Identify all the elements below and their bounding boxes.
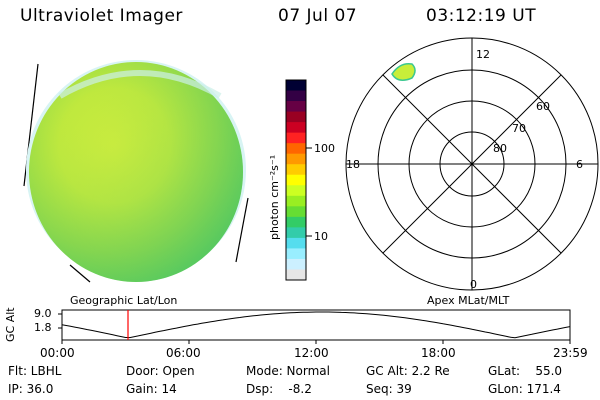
colorbar-cell	[286, 237, 306, 249]
colorbar-cell	[286, 258, 306, 270]
colorbar-cell	[286, 227, 306, 239]
glat-readout: GLat: 55.0	[488, 364, 563, 378]
altitude-xtick-label-3: 18:00	[421, 346, 456, 360]
colorbar-cell	[286, 143, 306, 155]
ip-readout: IP: 36.0	[8, 382, 54, 396]
colorbar-cell	[286, 80, 306, 92]
polar-aurora-blob	[391, 62, 416, 81]
colorbar-frame	[285, 79, 307, 281]
altitude-xtick-label-1: 06:00	[166, 346, 201, 360]
colorbar-label-100: 100	[314, 142, 335, 155]
mlat-label-80: 80	[493, 142, 507, 155]
gc-alt-readout: GC Alt: 2.2 Re	[366, 364, 450, 378]
mlt-label-0: 0	[470, 278, 477, 291]
colorbar-cell	[286, 248, 306, 260]
instrument-title: Ultraviolet Imager	[20, 6, 183, 26]
uv-image	[23, 60, 249, 283]
polar-grid	[345, 37, 599, 291]
colorbar-cell	[286, 111, 306, 123]
colorbar-unit-label: photon cm⁻²s⁻¹	[268, 155, 281, 240]
mlt-label-6: 6	[576, 158, 583, 171]
door-readout: Door: Open	[126, 364, 195, 378]
colorbar-cell	[286, 101, 306, 113]
right-panel-caption: Apex MLat/MLT	[427, 294, 510, 307]
colorbar-cell	[286, 216, 306, 228]
colorbar-cell	[286, 90, 306, 102]
earth-disk-shade	[29, 62, 243, 282]
observation-date: 07 Jul 07	[278, 6, 358, 26]
colorbar-cell	[286, 164, 306, 176]
colorbar-cell	[286, 122, 306, 134]
image-edge-bottom	[69, 264, 91, 283]
altitude-ylabel: GC Alt	[4, 307, 17, 342]
filter-readout: Flt: LBHL	[8, 364, 62, 378]
altitude-xticks	[61, 340, 571, 344]
glon-readout: GLon: 171.4	[488, 382, 561, 396]
altitude-xtick-label-4: 23:59	[553, 346, 588, 360]
image-edge-right	[235, 197, 249, 263]
colorbar: 100 10 photon cm⁻²s⁻¹	[268, 79, 335, 281]
colorbar-cell	[286, 153, 306, 165]
mlat-label-70: 70	[512, 122, 526, 135]
colorbar-cell	[286, 185, 306, 197]
altitude-curve	[61, 311, 571, 339]
colorbar-cell	[286, 132, 306, 144]
observation-time: 03:12:19 UT	[426, 6, 537, 26]
mlt-label-12: 12	[476, 48, 490, 61]
limb-glow	[58, 70, 222, 99]
colorbar-cell	[286, 269, 306, 281]
colorbar-label-10: 10	[314, 230, 328, 243]
seq-readout: Seq: 39	[366, 382, 412, 396]
gain-readout: Gain: 14	[126, 382, 177, 396]
polar-meridian-diag2	[382, 74, 562, 254]
altitude-ytick-label-low: 1.8	[34, 321, 52, 334]
altitude-xtick-label-0: 00:00	[40, 346, 75, 360]
colorbar-cells	[286, 80, 306, 281]
altitude-ytick-label-high: 9.0	[34, 307, 52, 320]
altitude-xtick-label-2: 12:00	[294, 346, 329, 360]
dsp-readout: Dsp: -8.2	[246, 382, 312, 396]
mlt-label-18: 18	[346, 158, 360, 171]
colorbar-cell	[286, 206, 306, 218]
colorbar-cell	[286, 195, 306, 207]
mlat-label-60: 60	[536, 100, 550, 113]
altitude-plot	[58, 309, 571, 344]
colorbar-cell	[286, 174, 306, 186]
mode-readout: Mode: Normal	[246, 364, 330, 378]
left-panel-caption: Geographic Lat/Lon	[70, 294, 178, 307]
